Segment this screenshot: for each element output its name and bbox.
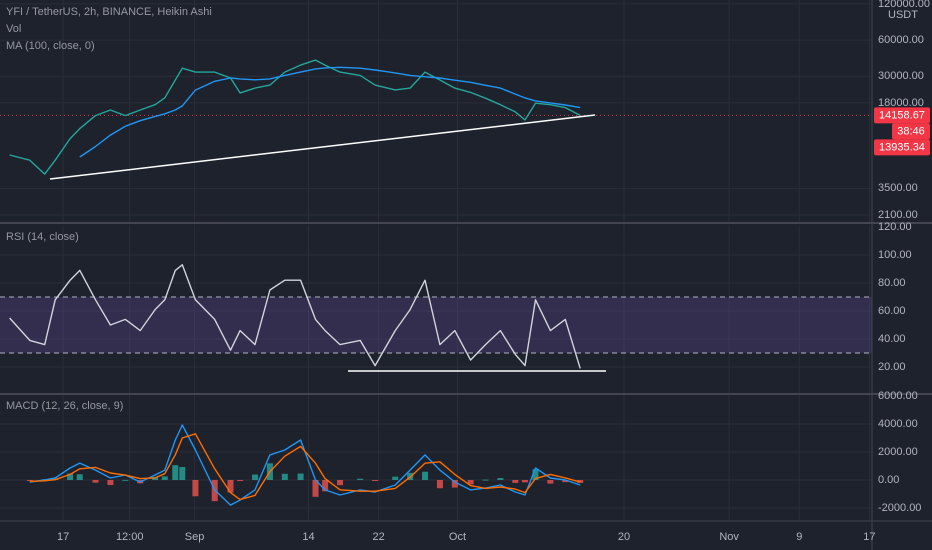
y-tick-label: 80.00	[878, 277, 906, 289]
y-tick-label: 40.00	[878, 333, 906, 345]
y-tick-label: 0.00	[878, 474, 899, 486]
y-tick-label: 60.00	[878, 305, 906, 317]
histogram-bar	[297, 473, 304, 480]
y-tick-label: 2000.00	[878, 446, 918, 458]
histogram-bar	[532, 469, 539, 480]
histogram-bar	[172, 465, 179, 480]
histogram-bar	[547, 479, 554, 484]
price-label-box	[874, 107, 930, 124]
series-line	[29, 433, 581, 501]
x-tick-label: 20	[618, 531, 630, 543]
histogram-bar	[392, 476, 399, 480]
y-tick-label: 2100.00	[878, 209, 918, 221]
countdown-box	[892, 123, 930, 140]
histogram-bar	[281, 473, 288, 480]
volume-label: Vol	[6, 23, 21, 35]
histogram-bar	[521, 479, 528, 483]
histogram-bar	[436, 479, 443, 489]
histogram-bar	[322, 479, 329, 492]
x-tick-label: Nov	[719, 531, 739, 543]
histogram-bar	[107, 479, 114, 486]
y-tick-label: 6000.00	[878, 390, 918, 402]
labels: YFI / TetherUS, 2h, BINANCE, Heikin Ashi…	[6, 0, 930, 543]
ma-label: MA (100, close, 0)	[6, 40, 95, 52]
chart-title: YFI / TetherUS, 2h, BINANCE, Heikin Ashi	[6, 6, 212, 18]
y-tick-label: -2000.00	[878, 502, 921, 514]
price-label-box	[874, 139, 930, 156]
y-tick-label: 100.00	[878, 249, 912, 261]
y-tick-label: 3500.00	[878, 182, 918, 194]
histogram-bar	[482, 479, 489, 481]
marks	[9, 59, 584, 506]
y-tick-label: 60000.00	[878, 34, 924, 46]
histogram-bar	[227, 479, 234, 493]
histogram-bar	[179, 466, 186, 480]
trendline	[49, 114, 596, 180]
histogram-bar	[237, 479, 244, 481]
series-line	[9, 59, 581, 175]
series-line	[79, 66, 581, 158]
histogram-bar	[67, 473, 74, 480]
series-line	[29, 424, 581, 506]
histogram-bar	[422, 471, 429, 480]
x-tick-label: 9	[796, 531, 802, 543]
histogram-bar	[372, 479, 379, 481]
histogram-bar	[312, 479, 319, 497]
x-tick-label: 17	[57, 531, 69, 543]
histogram-bar	[337, 479, 344, 486]
histogram-bar	[161, 476, 168, 480]
y-tick-label: 120.00	[878, 221, 912, 233]
x-tick-label: Sep	[185, 531, 205, 543]
histogram-bar	[451, 479, 458, 488]
histogram-bar	[76, 474, 83, 480]
y-tick-label: 4000.00	[878, 418, 918, 430]
histogram-bar	[26, 479, 33, 481]
x-tick-label: 14	[302, 531, 314, 543]
price-label: 13935.34	[879, 141, 925, 153]
x-tick-label: 17	[863, 531, 875, 543]
histogram-bar	[467, 479, 474, 485]
price-label: 14158.67	[879, 109, 925, 121]
y-tick-label: 120000.00	[878, 0, 930, 10]
countdown: 38:46	[897, 125, 925, 137]
y-tick-label: 30000.00	[878, 70, 924, 82]
rsi-label: RSI (14, close)	[6, 231, 79, 243]
price-unit: USDT	[888, 9, 918, 21]
histogram-bar	[252, 474, 259, 480]
histogram-bar	[92, 479, 99, 483]
histogram-bar	[192, 479, 199, 497]
x-tick-label: 22	[372, 531, 384, 543]
histogram-bar	[562, 479, 569, 483]
y-tick-label: 20.00	[878, 361, 906, 373]
y-tick-label: 18000.00	[878, 97, 924, 109]
histogram-bar	[512, 479, 519, 483]
series-line	[9, 264, 581, 369]
macd-label: MACD (12, 26, close, 9)	[6, 400, 123, 412]
histogram-bar	[122, 479, 129, 481]
histogram-bar	[497, 478, 504, 480]
histogram-bar	[357, 478, 364, 480]
x-tick-label: Oct	[449, 531, 466, 543]
x-tick-label: 12:00	[116, 531, 144, 543]
